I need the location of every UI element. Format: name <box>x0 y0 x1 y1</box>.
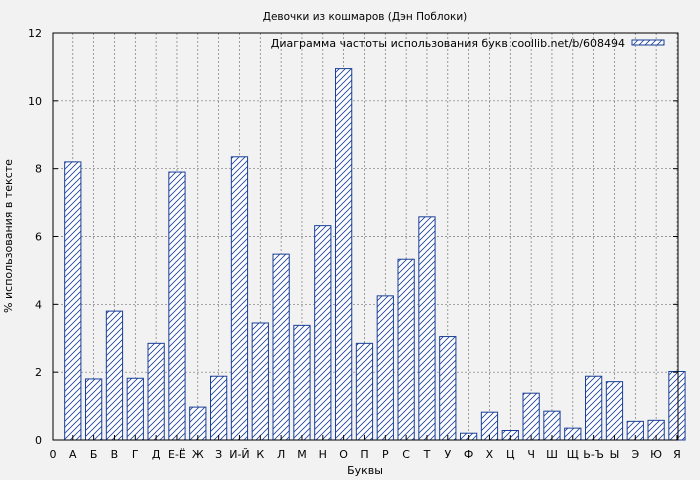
y-tick-label: 0 <box>35 434 42 447</box>
x-tick-label: М <box>297 448 307 461</box>
x-axis-ticks: А Б В Г Д Е-Ё Ж З И-Й К Л М Н О П Р С Т У Ф Х Ц Ч Ш Щ Ь-Ъ Ы Э Ю Я <box>69 435 681 461</box>
y-tick-label: 8 <box>35 163 42 176</box>
chart-title: Девочки из кошмаров (Дэн Поблоки) <box>263 11 468 23</box>
y-tick-label: 4 <box>35 298 42 311</box>
x-tick-label: Щ <box>567 448 579 461</box>
bar-Г <box>126 377 144 441</box>
bar-В <box>105 310 124 441</box>
x-tick-label: Ы <box>610 448 620 461</box>
bar-С <box>397 258 415 441</box>
bars <box>64 68 686 441</box>
x-tick-label: Е-Ё <box>168 448 186 461</box>
bar-М <box>293 324 311 441</box>
bar-Н <box>314 225 332 441</box>
x-tick-label: Г <box>132 448 139 461</box>
bar-Б <box>85 378 103 441</box>
y-axis-ticks: 0 2 4 6 8 10 12 <box>28 27 678 447</box>
bar-Ч <box>522 392 540 441</box>
bar-О <box>335 68 353 441</box>
legend-label: Диаграмма частоты использования букв coo… <box>271 37 625 50</box>
x-tick-label: Э <box>631 448 639 461</box>
bar-И-Й <box>230 156 249 441</box>
bar-Я <box>668 370 686 441</box>
x-tick-label: Ф <box>464 448 473 461</box>
y-tick-label: 2 <box>35 366 42 379</box>
grid <box>53 33 678 440</box>
bar-Т <box>418 216 436 441</box>
bar-Л <box>272 253 290 441</box>
y-axis-label: % использования в тексте <box>2 159 15 313</box>
x-tick-label: О <box>339 448 348 461</box>
x-tick-label: Д <box>152 448 161 461</box>
x-tick-label: Ь-Ъ <box>583 448 604 461</box>
x-tick-label: А <box>69 448 77 461</box>
x-tick-label: Б <box>90 448 98 461</box>
x-tick-label: Р <box>382 448 389 461</box>
x-tick-label: Ш <box>546 448 558 461</box>
x-axis-label: Буквы <box>347 464 383 477</box>
bar-Р <box>376 295 394 441</box>
bar-Ы <box>605 381 624 441</box>
x-tick-label: К <box>256 448 264 461</box>
x-tick-label: П <box>360 448 368 461</box>
x-tick-label: Х <box>486 448 494 461</box>
x-tick-label: Ж <box>192 448 204 461</box>
bar-Ь-Ъ <box>585 375 603 441</box>
bar-Д <box>147 342 165 441</box>
y-tick-label: 6 <box>35 231 42 244</box>
x-tick-label: В <box>111 448 119 461</box>
x-tick-label: Т <box>423 448 431 461</box>
x-tick-label: С <box>402 448 410 461</box>
x-tick-label: Я <box>673 448 681 461</box>
y-tick-label: 10 <box>28 95 42 108</box>
bar-У <box>439 336 457 441</box>
x-tick-label: Ц <box>506 448 515 461</box>
x-tick-label: Ю <box>650 448 662 461</box>
x-tick-label: З <box>215 448 222 461</box>
x-tick-label: Н <box>319 448 327 461</box>
x-tick-label: И-Й <box>229 448 249 461</box>
bar-К <box>251 322 269 441</box>
legend: Диаграмма частоты использования букв coo… <box>271 37 665 50</box>
bar-А <box>64 161 82 441</box>
bar-П <box>355 342 374 441</box>
bar-Е-Ё <box>168 171 186 441</box>
x-tick-label: Ч <box>527 448 535 461</box>
x-origin-label: 0 <box>50 448 57 461</box>
x-tick-label: Л <box>277 448 285 461</box>
bar-З <box>210 375 228 441</box>
x-tick-label: У <box>444 448 451 461</box>
y-tick-label: 12 <box>28 27 42 40</box>
legend-swatch <box>631 39 665 46</box>
